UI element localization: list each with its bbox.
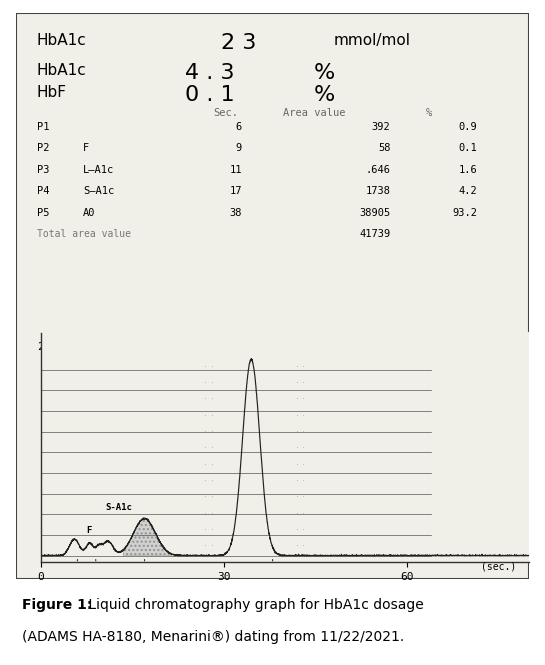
Text: %: % (426, 108, 432, 118)
Text: 1738: 1738 (365, 186, 390, 196)
Text: 392: 392 (372, 122, 390, 132)
Text: 11: 11 (229, 165, 242, 175)
Text: P1: P1 (37, 122, 50, 132)
Text: 1.6: 1.6 (459, 165, 477, 175)
Text: HbA1c: HbA1c (37, 33, 87, 48)
Text: .646: .646 (365, 165, 390, 175)
Text: (ADAMS HA-8180, Menarini®) dating from 11/22/2021.: (ADAMS HA-8180, Menarini®) dating from 1… (22, 630, 404, 644)
Text: 461mOD: 461mOD (365, 342, 405, 352)
Text: 38: 38 (229, 207, 242, 217)
Text: HbA1c: HbA1c (37, 63, 87, 78)
Text: Area value: Area value (283, 108, 345, 118)
Text: 9: 9 (235, 143, 242, 154)
Text: L–A1c: L–A1c (83, 165, 114, 175)
Text: 0.1: 0.1 (459, 143, 477, 154)
Text: 2 3: 2 3 (221, 33, 257, 53)
Text: 0 . 1: 0 . 1 (185, 85, 235, 105)
Text: 58: 58 (378, 143, 390, 154)
Text: P5: P5 (37, 207, 50, 217)
Text: Figure 1:: Figure 1: (22, 598, 92, 612)
Text: mmol/mol: mmol/mol (334, 33, 411, 48)
FancyBboxPatch shape (16, 13, 529, 579)
Text: 6: 6 (235, 122, 242, 132)
Text: S–A1c: S–A1c (83, 186, 114, 196)
Text: A0: A0 (83, 207, 95, 217)
Text: 4 . 3: 4 . 3 (185, 63, 235, 83)
Text: Liquid chromatography graph for HbA1c dosage: Liquid chromatography graph for HbA1c do… (84, 598, 424, 612)
Text: 93.2: 93.2 (452, 207, 477, 217)
Text: HbF: HbF (37, 85, 67, 100)
Text: 38905: 38905 (359, 207, 390, 217)
Text: Sec.: Sec. (214, 108, 239, 118)
Text: 25mOD: 25mOD (37, 342, 71, 352)
Text: (sec.): (sec.) (481, 562, 517, 572)
Text: P3: P3 (37, 165, 50, 175)
Text: P4: P4 (37, 186, 50, 196)
Text: %: % (313, 85, 335, 105)
Text: %: % (313, 63, 335, 83)
Text: 41739: 41739 (359, 229, 390, 239)
Text: F: F (87, 526, 92, 535)
Text: 0.9: 0.9 (459, 122, 477, 132)
Text: 4.2: 4.2 (459, 186, 477, 196)
Text: 17: 17 (229, 186, 242, 196)
Text: Total area value: Total area value (37, 229, 131, 239)
Text: P2: P2 (37, 143, 50, 154)
Text: F: F (83, 143, 89, 154)
Text: S-A1c: S-A1c (105, 503, 132, 512)
